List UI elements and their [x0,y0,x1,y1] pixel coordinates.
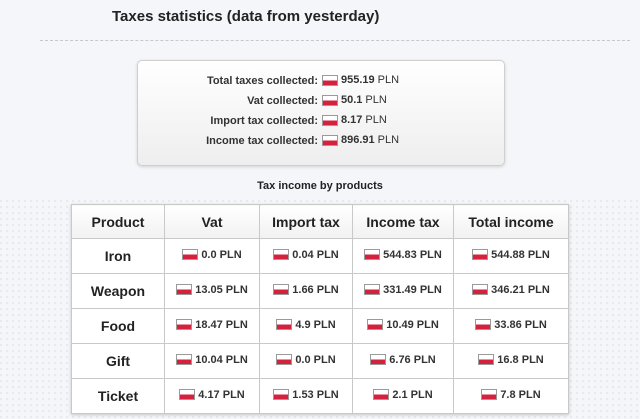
income-tax-cell: 6.76 PLN [352,343,454,379]
summary-label: Total taxes collected: [206,75,318,87]
column-header-import-tax: Import tax [259,204,353,239]
poland-flag-icon [322,94,338,106]
vat-cell: 18.47 PLN [164,308,260,344]
poland-flag-icon [364,284,381,296]
summary-row-income: Income tax collected: 896.91 PLN [138,133,504,151]
total-income-cell: 7.8 PLN [453,378,569,414]
summary-value: 8.17 PLN [322,114,387,126]
summary-label: Import tax collected: [210,115,318,127]
import-tax-cell: 1.53 PLN [259,378,353,414]
total-income-cell: 16.8 PLN [453,343,569,379]
poland-flag-icon [176,354,193,366]
summary-box: Total taxes collected: 955.19 PLN Vat co… [137,60,505,166]
poland-flag-icon [322,134,338,146]
summary-value: 896.91 PLN [322,134,399,146]
summary-row-vat: Vat collected: 50.1 PLN [138,93,504,111]
summary-label: Vat collected: [247,95,318,107]
import-tax-cell: 1.66 PLN [259,273,353,309]
poland-flag-icon [364,249,381,261]
poland-flag-icon [182,249,199,261]
product-name: Gift [71,343,165,379]
vat-cell: 13.05 PLN [164,273,260,309]
total-income-cell: 346.21 PLN [453,273,569,309]
page-title: Taxes statistics (data from yesterday) [112,8,380,25]
table-header-row: Product Vat Import tax Income tax Total … [71,204,569,239]
income-tax-cell: 544.83 PLN [352,238,454,274]
vat-cell: 10.04 PLN [164,343,260,379]
import-tax-cell: 0.0 PLN [259,343,353,379]
product-name: Ticket [71,378,165,414]
table-row: Weapon 13.05 PLN 1.66 PLN 331.49 PLN 346… [71,273,569,309]
poland-flag-icon [472,284,489,296]
poland-flag-icon [276,319,293,331]
poland-flag-icon [472,249,489,261]
summary-value: 50.1 PLN [322,94,387,106]
income-tax-cell: 2.1 PLN [352,378,454,414]
poland-flag-icon [478,354,495,366]
column-header-income-tax: Income tax [352,204,454,239]
column-header-vat: Vat [164,204,260,239]
table-row: Iron 0.0 PLN 0.04 PLN 544.83 PLN 544.88 … [71,238,569,274]
poland-flag-icon [273,284,290,296]
table-row: Gift 10.04 PLN 0.0 PLN 6.76 PLN 16.8 PLN [71,343,569,379]
summary-label: Income tax collected: [206,135,318,147]
poland-flag-icon [367,319,384,331]
column-header-total-income: Total income [453,204,569,239]
poland-flag-icon [373,389,390,401]
column-header-product: Product [71,204,165,239]
product-name: Iron [71,238,165,274]
poland-flag-icon [273,389,290,401]
poland-flag-icon [176,284,193,296]
total-income-cell: 544.88 PLN [453,238,569,274]
poland-flag-icon [322,74,338,86]
table-row: Food 18.47 PLN 4.9 PLN 10.49 PLN 33.86 P… [71,308,569,344]
summary-row-import: Import tax collected: 8.17 PLN [138,113,504,131]
poland-flag-icon [481,389,498,401]
poland-flag-icon [370,354,387,366]
product-name: Food [71,308,165,344]
vat-cell: 4.17 PLN [164,378,260,414]
title-divider [40,40,630,41]
vat-cell: 0.0 PLN [164,238,260,274]
poland-flag-icon [273,249,290,261]
total-income-cell: 33.86 PLN [453,308,569,344]
import-tax-cell: 0.04 PLN [259,238,353,274]
income-tax-cell: 331.49 PLN [352,273,454,309]
section-title: Tax income by products [257,180,383,192]
poland-flag-icon [475,319,492,331]
poland-flag-icon [276,354,293,366]
poland-flag-icon [322,114,338,126]
summary-value: 955.19 PLN [322,74,399,86]
poland-flag-icon [179,389,196,401]
summary-row-total: Total taxes collected: 955.19 PLN [138,73,504,91]
poland-flag-icon [176,319,193,331]
income-tax-cell: 10.49 PLN [352,308,454,344]
table-row: Ticket 4.17 PLN 1.53 PLN 2.1 PLN 7.8 PLN [71,378,569,414]
tax-income-table: Product Vat Import tax Income tax Total … [71,204,569,414]
import-tax-cell: 4.9 PLN [259,308,353,344]
product-name: Weapon [71,273,165,309]
